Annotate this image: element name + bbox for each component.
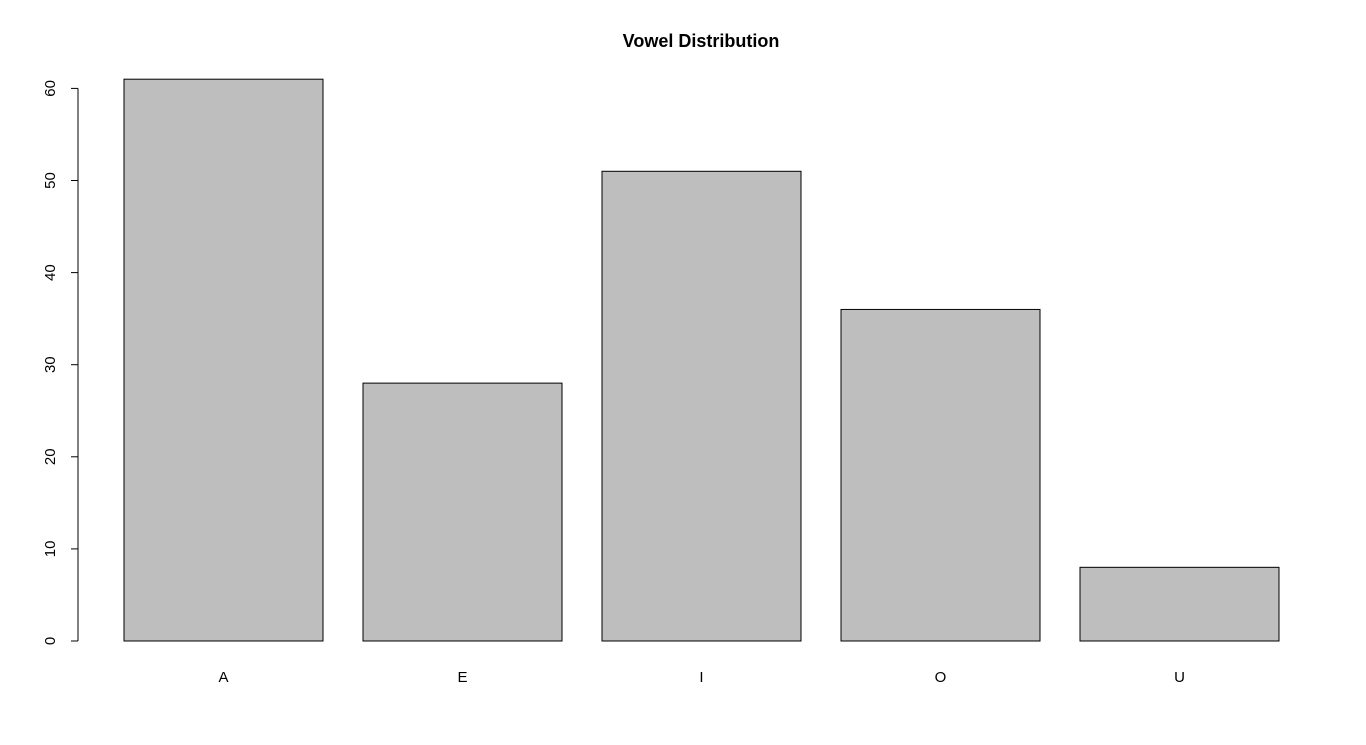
y-tick-label: 0 xyxy=(42,637,59,645)
bar-u xyxy=(1079,566,1280,642)
y-tick-label: 40 xyxy=(42,264,59,281)
y-tick-label: 60 xyxy=(42,80,59,97)
bar-i xyxy=(601,170,802,642)
bars-group xyxy=(123,78,1280,642)
bar-e xyxy=(362,382,563,642)
y-axis: 0 10 20 30 40 50 60 xyxy=(42,80,79,645)
x-tick-label: E xyxy=(457,669,467,686)
x-tick-label: U xyxy=(1174,669,1185,686)
bar-o xyxy=(840,308,1041,642)
x-tick-label: A xyxy=(218,669,228,686)
y-tick-label: 30 xyxy=(42,356,59,373)
bar-a xyxy=(123,78,324,642)
x-tick-label: O xyxy=(935,669,947,686)
chart-title: Vowel Distribution xyxy=(623,31,780,51)
y-tick-label: 20 xyxy=(42,448,59,465)
y-tick-label: 10 xyxy=(42,541,59,558)
x-tick-label: I xyxy=(699,669,703,686)
y-tick-label: 50 xyxy=(42,172,59,189)
